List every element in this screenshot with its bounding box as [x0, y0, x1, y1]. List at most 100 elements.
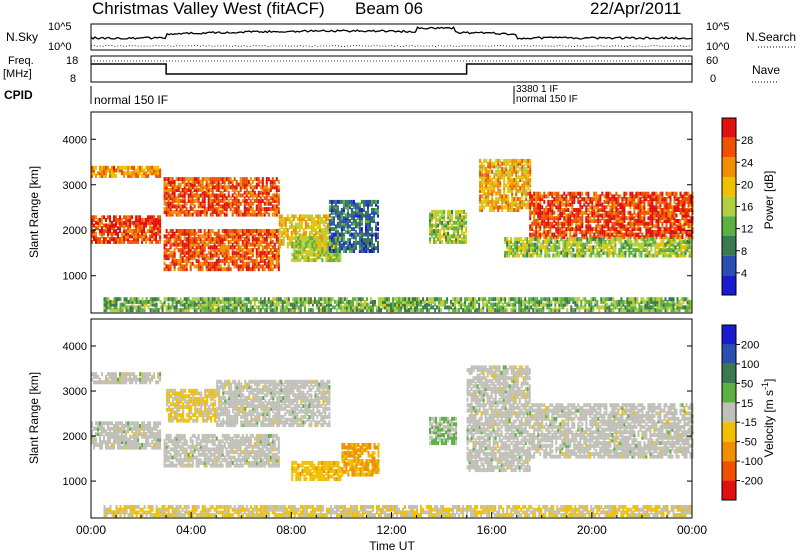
heat-cell	[455, 215, 458, 220]
heat-cell	[263, 190, 266, 195]
heat-cell	[189, 212, 192, 217]
heat-cell	[165, 267, 168, 272]
heat-cell	[291, 236, 294, 241]
heat-cell	[581, 219, 584, 223]
heat-cell	[443, 209, 446, 214]
heat-cell	[299, 249, 302, 254]
heat-cell	[121, 171, 123, 176]
heat-cell	[687, 202, 690, 207]
heat-cell	[617, 213, 620, 218]
heat-cell	[121, 239, 123, 244]
heat-cell	[350, 199, 353, 204]
heat-cell	[91, 229, 93, 233]
heat-cell	[514, 250, 517, 255]
heat-cell	[342, 216, 345, 221]
heat-cell	[183, 199, 186, 203]
heat-cell	[189, 305, 192, 310]
heat-cell	[117, 237, 119, 242]
heat-cell	[149, 165, 152, 170]
heat-cell	[635, 213, 638, 218]
heat-cell	[317, 252, 320, 257]
heat-cell	[463, 237, 466, 242]
heat-cell	[515, 161, 518, 166]
heat-cell	[153, 218, 156, 222]
heat-cell	[481, 202, 484, 207]
heat-cell	[227, 201, 230, 206]
heat-cell	[319, 302, 322, 307]
heat-cell	[571, 210, 574, 215]
heat-cell	[292, 214, 295, 219]
heat-cell	[183, 196, 186, 201]
heat-cell	[596, 242, 599, 247]
heat-cell	[519, 161, 522, 166]
heat-cell	[203, 248, 206, 253]
heat-cell	[219, 239, 222, 244]
heat-cell	[187, 299, 190, 304]
heat-cell	[594, 245, 597, 250]
heat-cell	[195, 231, 198, 236]
heat-cell	[269, 188, 272, 192]
heat-cell	[639, 216, 642, 221]
heat-cell	[147, 165, 150, 170]
heat-cell	[650, 248, 653, 253]
heat-cell	[521, 186, 524, 191]
heat-cell	[181, 259, 184, 263]
heat-cell	[275, 204, 278, 209]
heat-cell	[344, 213, 347, 218]
heat-cell	[261, 245, 264, 250]
heat-cell	[508, 242, 511, 247]
heat-cell	[577, 208, 580, 212]
heat-cell	[133, 165, 136, 170]
heat-cell	[521, 191, 524, 196]
heat-cell	[433, 223, 436, 228]
heat-cell	[661, 235, 664, 240]
heat-cell	[639, 205, 642, 210]
heat-cell	[583, 235, 586, 240]
heat-cell	[524, 250, 527, 255]
heat-cell	[617, 219, 620, 223]
heat-cell	[655, 221, 658, 226]
heat-cell	[520, 245, 523, 250]
heat-cell	[525, 194, 528, 199]
heat-cell	[308, 225, 311, 230]
heat-cell	[533, 202, 536, 207]
heat-cell	[493, 199, 496, 204]
heat-cell	[633, 199, 636, 204]
heat-cell	[193, 231, 196, 236]
heat-cell	[503, 188, 506, 193]
heat-cell	[535, 191, 538, 196]
heat-cell	[678, 248, 681, 253]
heat-cell	[173, 193, 176, 198]
heat-cell	[338, 240, 341, 245]
heat-cell	[245, 267, 248, 272]
heat-cell	[191, 237, 194, 242]
heat-cell	[617, 208, 620, 212]
heat-cell	[181, 229, 184, 233]
heat-cell	[607, 202, 610, 207]
heat-cell	[647, 224, 650, 229]
heat-cell	[271, 302, 274, 307]
heat-cell	[215, 259, 218, 263]
heat-cell	[239, 302, 242, 307]
heat-cell	[193, 248, 196, 253]
heat-cell	[151, 239, 154, 244]
heat-cell	[145, 299, 148, 304]
heat-cell	[283, 308, 286, 313]
heat-cell	[217, 209, 220, 214]
heat-cell	[567, 202, 570, 207]
heat-cell	[285, 305, 288, 310]
heat-cell	[689, 229, 692, 234]
heat-cell	[617, 224, 620, 229]
heat-cell	[275, 299, 278, 304]
heat-cell	[225, 177, 228, 182]
heat-cell	[199, 253, 202, 258]
heat-cell	[227, 242, 230, 247]
heat-cell	[479, 158, 482, 163]
heat-cell	[223, 212, 226, 217]
heat-cell	[207, 267, 210, 272]
heat-cell	[271, 234, 274, 239]
heat-cell	[584, 253, 587, 258]
heat-cell	[269, 242, 272, 247]
heat-cell	[641, 219, 644, 223]
heat-cell	[365, 232, 367, 237]
